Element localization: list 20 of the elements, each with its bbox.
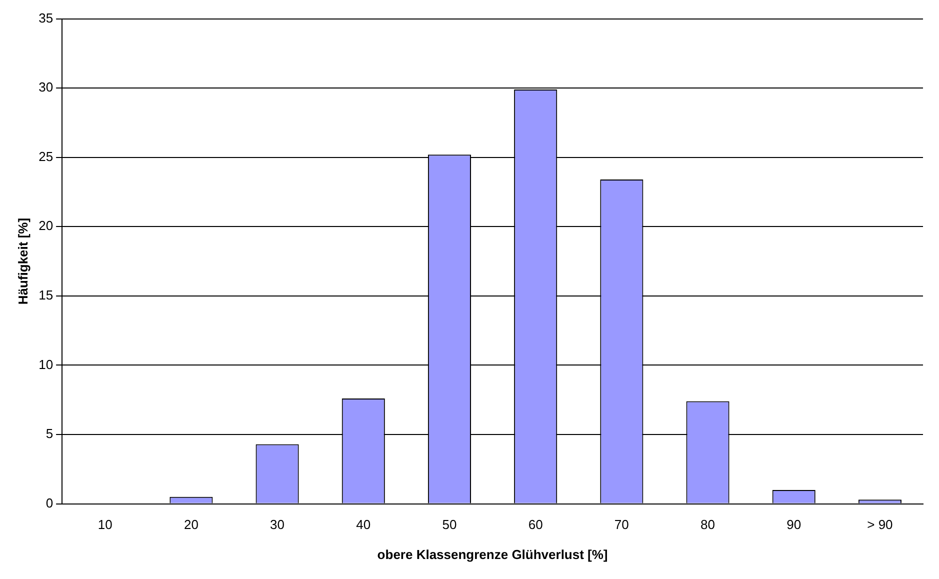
x-axis-title: obere Klassengrenze Glühverlust [%] (377, 546, 608, 562)
x-tick-label: 70 (614, 517, 629, 532)
x-tick-label: 50 (442, 517, 457, 532)
x-tick-label: 40 (356, 517, 371, 532)
y-tick-label: 20 (38, 218, 54, 234)
y-tick-label: 5 (46, 426, 54, 442)
y-tick-label: 30 (38, 80, 54, 95)
x-tick-label: 80 (700, 517, 715, 532)
y-axis-title: Häufigkeit [%] (15, 218, 30, 305)
y-tick-label: 25 (38, 148, 54, 164)
x-tick-label: 90 (786, 517, 802, 532)
x-tick-label: 60 (528, 517, 543, 532)
y-tick-label: 35 (38, 10, 54, 26)
x-tick-label: 10 (98, 517, 112, 532)
x-tick-label: 20 (184, 517, 198, 532)
x-tick-label: > 90 (867, 517, 893, 532)
x-tick-label: 30 (270, 517, 285, 532)
y-tick-label: 15 (38, 288, 54, 303)
y-tick-label: 10 (38, 356, 54, 372)
y-tick-label: 0 (46, 495, 54, 510)
